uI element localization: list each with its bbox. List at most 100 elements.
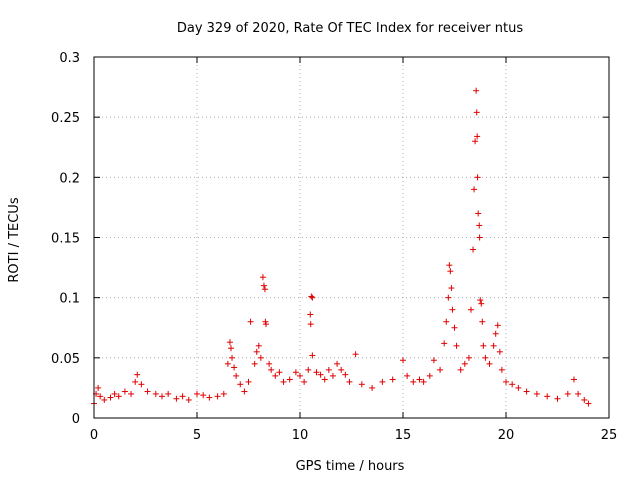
plot-frame [93, 56, 610, 419]
data-point [400, 357, 406, 364]
data-point [453, 342, 460, 349]
x-tick-label: 5 [193, 428, 201, 443]
data-point [309, 352, 316, 359]
data-point [259, 274, 266, 281]
data-point [268, 366, 275, 373]
data-point [308, 293, 315, 300]
data-point [128, 390, 135, 397]
data-point [404, 372, 411, 379]
grid [94, 57, 609, 418]
data-point [575, 390, 582, 397]
data-point [447, 268, 454, 275]
y-tick-label: 0.3 [59, 51, 80, 66]
data-point [194, 390, 200, 397]
data-point [334, 360, 341, 367]
data-point [352, 351, 359, 358]
y-axis-label: ROTI / TECUs [7, 197, 22, 282]
y-tick-label: 0.25 [51, 111, 80, 126]
data-point [474, 133, 481, 140]
x-tick-label: 10 [292, 428, 309, 443]
data-point [474, 174, 481, 181]
data-point [478, 300, 485, 307]
data-point [185, 396, 192, 403]
data-point [227, 345, 234, 352]
data-point [255, 342, 262, 349]
data-point [260, 282, 267, 289]
data-point [515, 384, 522, 391]
data-point [496, 348, 503, 355]
data-point [121, 388, 128, 395]
data-point [272, 372, 279, 379]
data-point [461, 360, 468, 367]
data-point [457, 366, 464, 373]
data-point [200, 392, 207, 399]
data-point [494, 322, 501, 329]
data-point [369, 384, 376, 391]
data-point [358, 381, 365, 388]
data-point [467, 306, 474, 313]
data-point [449, 306, 456, 313]
data-point [475, 210, 482, 217]
data-point [261, 286, 268, 293]
data-point [241, 388, 248, 395]
data-point [490, 342, 497, 349]
data-point [486, 360, 493, 367]
data-point [437, 366, 444, 373]
data-point [585, 400, 592, 407]
data-point [329, 372, 336, 379]
x-tick-label: 0 [90, 428, 98, 443]
data-point [301, 378, 308, 385]
data-point [158, 393, 165, 400]
data-point [247, 318, 254, 325]
data-point [554, 395, 561, 402]
data-point [251, 360, 258, 367]
data-point [224, 360, 231, 367]
y-tick-label: 0.1 [59, 292, 80, 307]
data-point [523, 388, 530, 395]
data-point [173, 395, 180, 402]
data-point [134, 371, 141, 378]
data-point [492, 330, 499, 337]
data-point [313, 369, 320, 376]
data-point [473, 109, 480, 116]
data-point [430, 357, 437, 364]
data-point [263, 321, 270, 328]
data-point [441, 340, 448, 347]
data-point [477, 297, 484, 304]
x-axis-label: GPS time / hours [296, 459, 405, 474]
data-point [220, 390, 227, 397]
x-tick-label: 15 [395, 428, 412, 443]
data-point [97, 393, 104, 400]
data-point [305, 366, 312, 373]
data-point [564, 390, 571, 397]
data-point [443, 318, 450, 325]
data-point [233, 372, 240, 379]
data-point [473, 87, 480, 94]
data-point [132, 378, 139, 385]
data-point [482, 354, 489, 361]
data-point [581, 396, 588, 403]
data-point [226, 339, 233, 346]
data-point [101, 396, 108, 403]
data-point [280, 378, 287, 385]
y-tick-label: 0 [72, 412, 80, 427]
data-point [446, 262, 453, 269]
data-point [317, 371, 324, 378]
data-point [229, 354, 236, 361]
x-tick-label: 25 [601, 428, 618, 443]
data-point [346, 378, 353, 385]
data-point [416, 376, 423, 383]
data-point [471, 186, 478, 193]
data-point [115, 393, 122, 400]
data-point [420, 378, 427, 385]
data-point [470, 246, 477, 253]
data-point [448, 285, 455, 292]
y-tick-label: 0.05 [51, 352, 80, 367]
data-point [307, 321, 314, 328]
data-point [179, 393, 186, 400]
data-point [503, 378, 509, 385]
data-point [165, 390, 172, 397]
data-point [480, 342, 487, 349]
data-point [445, 294, 452, 301]
data-point [465, 354, 472, 361]
